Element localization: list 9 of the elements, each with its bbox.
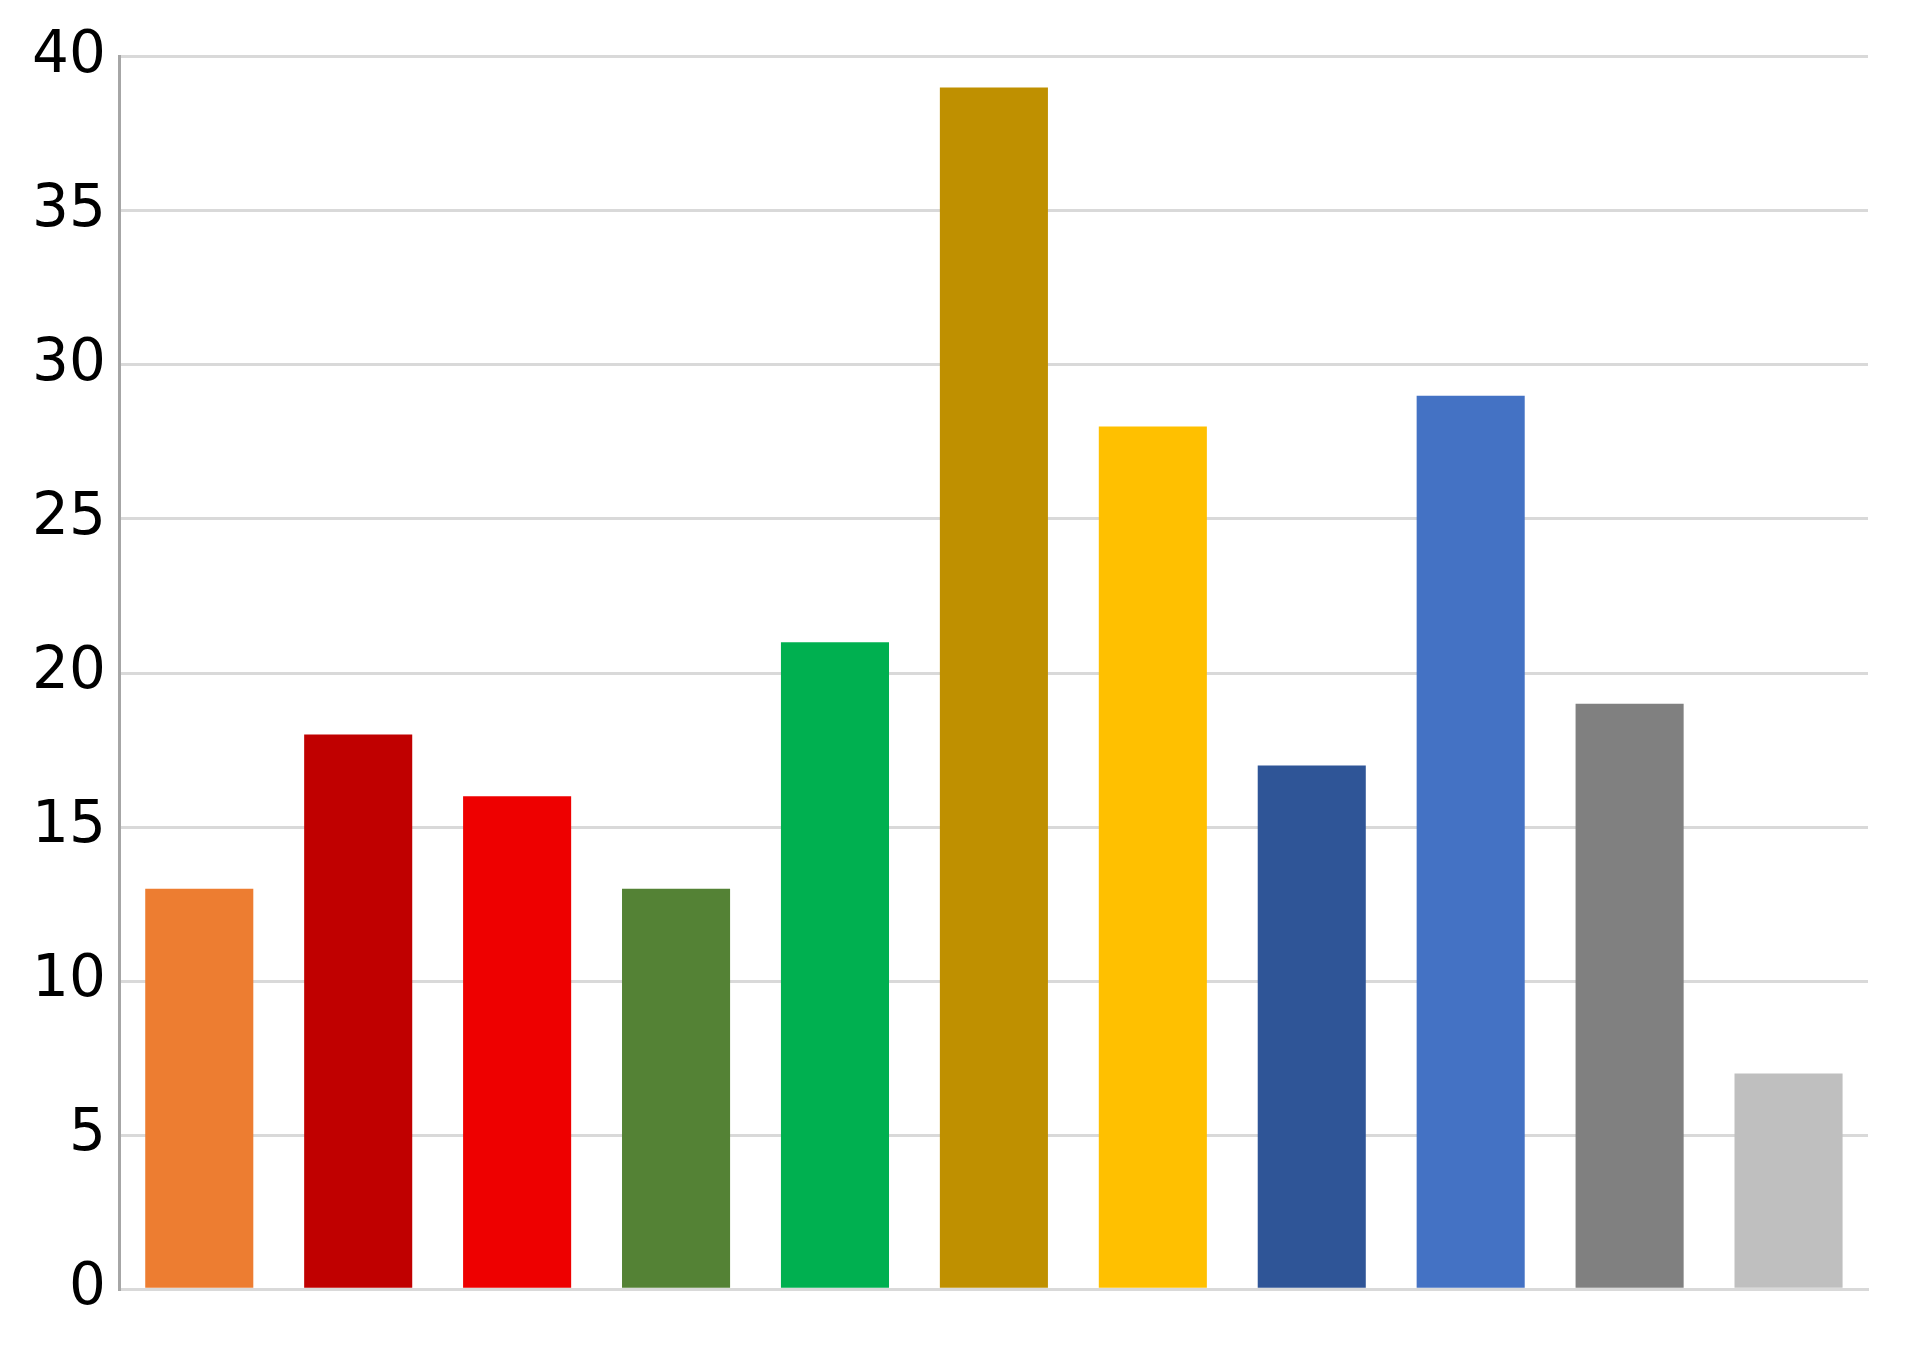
y-tick-label: 5 <box>68 1096 106 1165</box>
y-tick-label: 0 <box>68 1250 106 1319</box>
y-tick-label: 40 <box>31 17 106 86</box>
y-tick-label: 25 <box>31 480 106 549</box>
y-tick-label: 30 <box>31 325 106 394</box>
y-tick-label: 15 <box>31 788 106 857</box>
y-tick-label: 10 <box>31 942 106 1011</box>
y-tick-label: 20 <box>31 634 106 703</box>
y-tick-label: 35 <box>31 171 106 240</box>
